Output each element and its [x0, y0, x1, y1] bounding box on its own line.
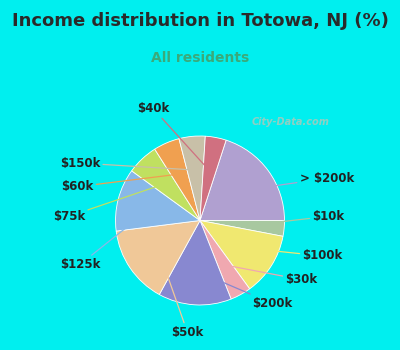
Text: $75k: $75k — [53, 183, 165, 223]
Wedge shape — [116, 220, 200, 295]
Text: $30k: $30k — [224, 265, 318, 286]
Wedge shape — [200, 220, 284, 236]
Text: $150k: $150k — [60, 156, 195, 170]
Wedge shape — [155, 139, 200, 220]
Text: $200k: $200k — [197, 271, 292, 310]
Text: $60k: $60k — [61, 174, 180, 193]
Text: > $200k: > $200k — [241, 172, 354, 191]
Wedge shape — [200, 220, 283, 289]
Text: $125k: $125k — [60, 208, 151, 271]
Text: Income distribution in Totowa, NJ (%): Income distribution in Totowa, NJ (%) — [12, 12, 388, 30]
Text: $40k: $40k — [138, 103, 210, 171]
Wedge shape — [179, 136, 205, 220]
Text: City-Data.com: City-Data.com — [251, 117, 329, 127]
Text: All residents: All residents — [151, 51, 249, 65]
Wedge shape — [159, 220, 231, 305]
Wedge shape — [132, 149, 200, 220]
Text: $50k: $50k — [158, 249, 204, 338]
Text: $100k: $100k — [243, 248, 343, 262]
Wedge shape — [200, 220, 250, 299]
Wedge shape — [200, 136, 226, 220]
Text: $10k: $10k — [250, 210, 344, 225]
Wedge shape — [116, 171, 200, 231]
Wedge shape — [200, 140, 284, 220]
